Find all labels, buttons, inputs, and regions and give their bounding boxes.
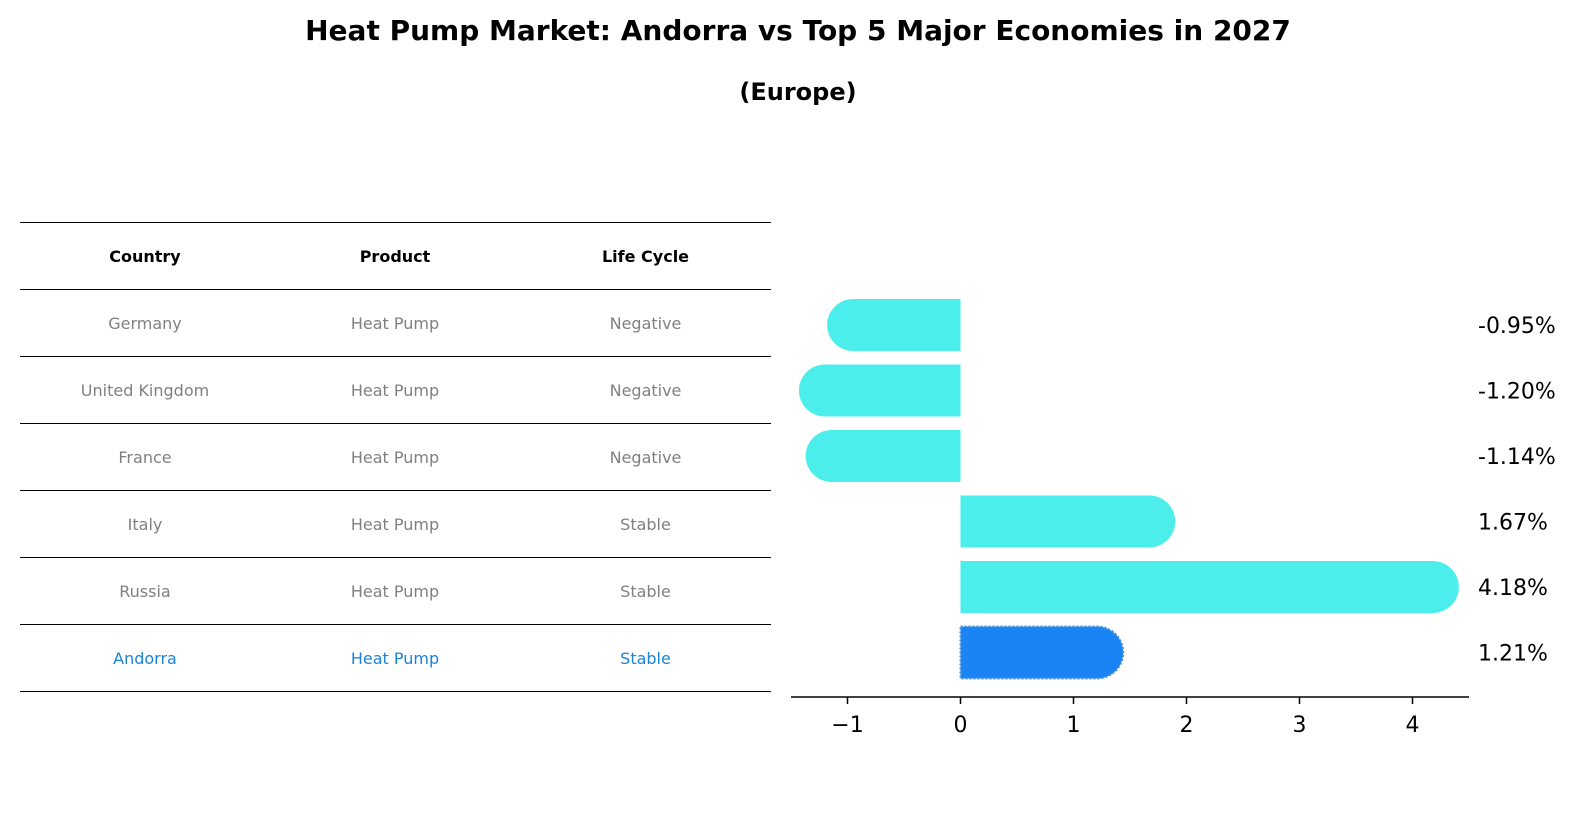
table-row: France Heat Pump Negative [20,423,771,491]
header-product: Product [270,222,520,290]
data-label: 4.18% [1478,576,1548,601]
bar [960,561,1459,613]
data-label: 1.67% [1478,511,1548,536]
data-table: Country Product Life Cycle Germany Heat … [20,222,771,692]
header-life-cycle: Life Cycle [520,222,771,290]
cell-life-cycle: Stable [520,624,771,692]
cell-product: Heat Pump [270,289,520,357]
bar [827,299,961,351]
cell-product: Heat Pump [270,624,520,692]
header-country: Country [20,222,270,290]
chart-subtitle: (Europe) [739,78,857,106]
cell-product: Heat Pump [270,557,520,625]
x-tick-label: 0 [954,713,968,738]
data-label: -1.20% [1478,380,1556,405]
table-header-row: Country Product Life Cycle [20,222,771,290]
cell-product: Heat Pump [270,490,520,558]
cell-country: France [20,423,270,491]
bar [798,364,961,417]
x-tick-label: −1 [831,713,863,738]
bar [960,495,1176,548]
cell-life-cycle: Negative [520,423,771,491]
cell-life-cycle: Stable [520,490,771,558]
data-label: 1.21% [1478,642,1548,667]
x-tick-label: 1 [1067,713,1081,738]
cell-life-cycle: Negative [520,356,771,424]
table-row: Germany Heat Pump Negative [20,289,771,357]
cell-country: Italy [20,490,270,558]
table-row-highlighted: Andorra Heat Pump Stable [20,624,771,692]
cell-life-cycle: Stable [520,557,771,625]
table-row: United Kingdom Heat Pump Negative [20,356,771,424]
bar [805,430,961,482]
cell-product: Heat Pump [270,423,520,491]
cell-life-cycle: Negative [520,289,771,357]
cell-country: Andorra [20,624,270,692]
chart-title: Heat Pump Market: Andorra vs Top 5 Major… [305,14,1291,47]
table-row: Italy Heat Pump Stable [20,490,771,558]
cell-country: United Kingdom [20,356,270,424]
bar-highlighted [959,625,1125,680]
data-label: -1.14% [1478,445,1556,470]
cell-country: Germany [20,289,270,357]
cell-country: Russia [20,557,270,625]
data-label: -0.95% [1478,314,1556,339]
x-tick-label: 2 [1180,713,1194,738]
x-tick-label: 4 [1406,713,1420,738]
cell-product: Heat Pump [270,356,520,424]
x-tick-label: 3 [1293,713,1307,738]
table-row: Russia Heat Pump Stable [20,557,771,625]
